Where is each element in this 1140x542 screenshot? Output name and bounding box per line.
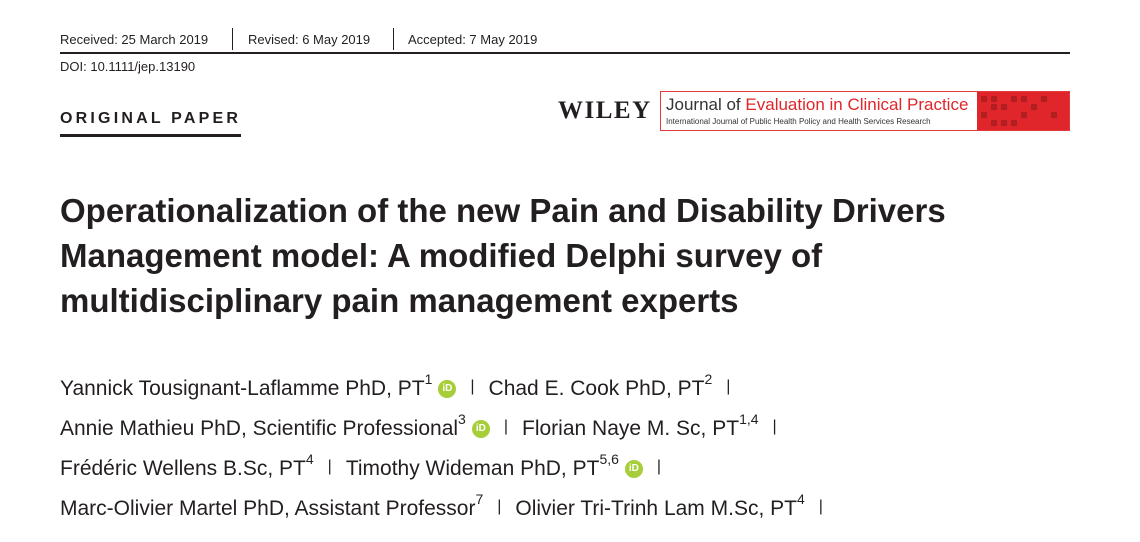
affiliation: 4 [305,450,314,467]
author: Timothy Wideman PhD, PT5,6 iD [345,450,643,481]
title-line: Management model: A modified Delphi surv… [60,237,823,274]
author: Yannick Tousignant-Laflamme PhD, PT1 iD [60,370,457,401]
affiliation: 3 [458,410,466,427]
author: Chad E. Cook PhD, PT2 [488,370,713,401]
logo-pattern [977,92,1069,130]
rule [60,52,1070,54]
journal-title: Evaluation in Clinical Practice [745,95,969,114]
author-name: Frédéric Wellens B.Sc, PT [60,456,306,480]
orcid-icon: iD [438,379,457,398]
author-name: Timothy Wideman PhD, PT [345,456,600,480]
separator: | [503,418,508,435]
author-row: Annie Mathieu PhD, Scientific Profession… [60,407,837,447]
author-row: Marc-Olivier Martel PhD, Assistant Profe… [60,487,837,527]
journal-name: Journal of Evaluation in Clinical Practi… [666,95,968,115]
separator: | [656,458,662,475]
publisher: WILEY [558,97,652,124]
author-name: Chad E. Cook PhD, PT [488,376,705,400]
author: Annie Mathieu PhD, Scientific Profession… [60,410,490,441]
separator: | [470,378,475,395]
affiliation: 1 [424,370,433,387]
separator: | [818,498,823,515]
author: Olivier Tri-Trinh Lam M.Sc, PT4 [515,490,805,521]
accepted: Accepted: 7 May 2019 [408,32,538,47]
article-type: ORIGINAL PAPER [60,110,242,137]
revised: Revised: 6 May 2019 [248,32,371,47]
title-line: multidisciplinary pain management expert… [60,282,739,319]
title: Operationalization of the new Pain and D… [60,188,946,323]
author-name: Olivier Tri-Trinh Lam M.Sc, PT [515,496,797,520]
received: Received: 25 March 2019 [60,32,209,47]
separator [232,28,233,50]
journal-prefix: Journal of [666,95,741,114]
affiliation: 4 [796,490,805,507]
journal-logo: Journal of Evaluation in Clinical Practi… [660,91,1070,131]
title-line: Operationalization of the new Pain and D… [60,192,946,229]
authors: Yannick Tousignant-Laflamme PhD, PT1 iD | C… [60,367,837,527]
orcid-icon: iD [471,419,490,438]
affiliation: 7 [475,490,484,507]
author-name: Florian Naye M. Sc, PT [522,416,740,440]
author: Marc-Olivier Martel PhD, Assistant Profe… [60,490,484,521]
author: Florian Naye M. Sc, PT1,4 [522,410,759,441]
separator [393,28,394,50]
affiliation: 5,6 [599,450,619,467]
separator: | [772,418,777,435]
affiliation: 1,4 [739,410,759,427]
author-name: Marc-Olivier Martel PhD, Assistant Profe… [60,496,476,520]
journal-subtitle: International Journal of Public Health P… [666,117,931,126]
author-name: Annie Mathieu PhD, Scientific Profession… [60,416,459,440]
doi: DOI: 10.1111/jep.13190 [60,59,196,74]
affiliation: 2 [704,370,713,387]
orcid-icon: iD [624,459,643,478]
separator: | [327,458,332,475]
author-row: Yannick Tousignant-Laflamme PhD, PT1 iD | C… [60,367,837,407]
separator: | [726,378,731,395]
separator: | [497,498,502,515]
author: Frédéric Wellens B.Sc, PT4 [60,450,314,481]
author-name: Yannick Tousignant-Laflamme PhD, PT [60,376,425,400]
author-row: Frédéric Wellens B.Sc, PT4 | Timothy Widem… [60,447,837,487]
